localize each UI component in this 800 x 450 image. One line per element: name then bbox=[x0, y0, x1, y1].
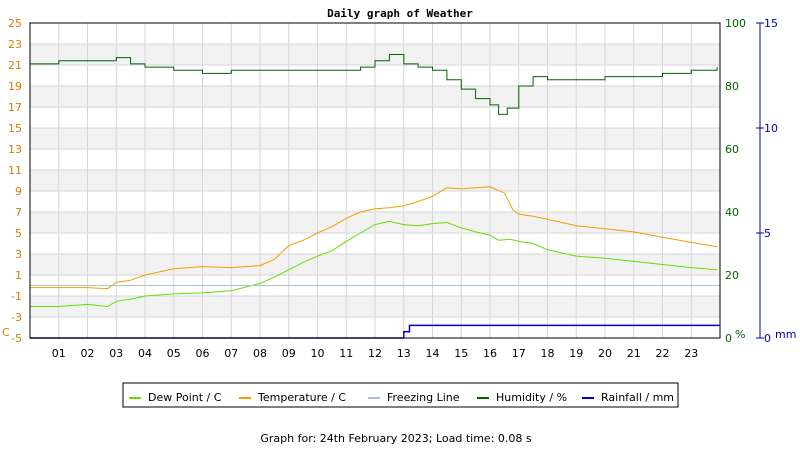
y-right-humidity-tick: 100 bbox=[725, 17, 746, 30]
y-right-humidity-tick: 80 bbox=[725, 80, 739, 93]
y-left-tick: 7 bbox=[15, 206, 22, 219]
legend-label: Dew Point / C bbox=[148, 391, 222, 404]
x-tick: 11 bbox=[339, 347, 353, 360]
y-right-humidity-tick: 20 bbox=[725, 269, 739, 282]
x-tick: 10 bbox=[311, 347, 325, 360]
y-axis-right-humidity: 0 20 40 60 80 100% bbox=[725, 17, 746, 345]
x-tick: 22 bbox=[656, 347, 670, 360]
x-tick: 08 bbox=[253, 347, 267, 360]
y-left-tick: 17 bbox=[8, 101, 22, 114]
y-axis-right-rain: 0 5 10 15 mm bbox=[756, 17, 796, 345]
x-tick: 18 bbox=[541, 347, 555, 360]
series-temperature-line bbox=[30, 186, 718, 290]
x-tick: 15 bbox=[454, 347, 468, 360]
y-right-rain-unit: mm bbox=[775, 328, 796, 341]
x-tick: 19 bbox=[569, 347, 583, 360]
x-tick: 05 bbox=[167, 347, 181, 360]
y-left-tick: 15 bbox=[8, 122, 22, 135]
x-tick: 12 bbox=[368, 347, 382, 360]
x-tick: 01 bbox=[52, 347, 66, 360]
x-tick: 07 bbox=[224, 347, 238, 360]
chart-title: Daily graph of Weather bbox=[327, 7, 473, 20]
y-left-tick: 5 bbox=[15, 227, 22, 240]
y-left-tick: 23 bbox=[8, 38, 22, 51]
y-right-humidity-tick: 60 bbox=[725, 143, 739, 156]
y-left-tick: 21 bbox=[8, 59, 22, 72]
x-tick: 17 bbox=[512, 347, 526, 360]
y-left-tick: 9 bbox=[15, 185, 22, 198]
legend-label: Freezing Line bbox=[387, 391, 460, 404]
y-left-tick: 3 bbox=[15, 248, 22, 261]
series-lines bbox=[30, 54, 720, 339]
y-left-tick: 13 bbox=[8, 143, 22, 156]
legend-box bbox=[122, 382, 679, 408]
y-right-humidity-tick: 0 bbox=[725, 332, 732, 345]
y-right-rain-tick: 0 bbox=[764, 332, 771, 345]
legend: Dew Point / C Temperature / C Freezing Lin… bbox=[122, 382, 679, 408]
chart-footer: Graph for: 24th February 2023; Load time… bbox=[260, 432, 532, 445]
x-axis: 01 02 03 04 05 06 07 08 09 10 11 12 13 14 15 16 17 18 19 20… bbox=[52, 347, 699, 360]
y-right-rain-tick: 10 bbox=[764, 122, 778, 135]
legend-label: Humidity / % bbox=[496, 391, 567, 404]
y-left-tick: 19 bbox=[8, 80, 22, 93]
x-tick: 23 bbox=[684, 347, 698, 360]
x-tick: 13 bbox=[397, 347, 411, 360]
x-tick: 14 bbox=[426, 347, 440, 360]
y-right-rain-tick: 15 bbox=[764, 17, 778, 30]
x-tick: 06 bbox=[196, 347, 210, 360]
plot-border bbox=[29, 22, 721, 339]
legend-label: Temperature / C bbox=[257, 391, 346, 404]
x-tick: 09 bbox=[282, 347, 296, 360]
x-tick: 16 bbox=[483, 347, 497, 360]
legend-label: Rainfall / mm bbox=[601, 391, 674, 404]
x-tick: 21 bbox=[627, 347, 641, 360]
y-right-humidity-unit: % bbox=[735, 328, 745, 341]
series-humidity-line bbox=[30, 54, 718, 115]
y-left-tick: -5 bbox=[11, 332, 22, 345]
y-left-tick: 25 bbox=[8, 17, 22, 30]
y-left-tick: 11 bbox=[8, 164, 22, 177]
y-left-tick: -1 bbox=[11, 290, 22, 303]
y-right-rain-tick: 5 bbox=[764, 227, 771, 240]
y-left-tick: 1 bbox=[15, 269, 22, 282]
x-tick: 20 bbox=[598, 347, 612, 360]
series-dew-line bbox=[30, 220, 718, 308]
x-tick: 04 bbox=[138, 347, 152, 360]
y-left-unit: C bbox=[2, 326, 10, 339]
x-tick: 03 bbox=[109, 347, 123, 360]
y-left-tick: -3 bbox=[11, 311, 22, 324]
x-tick: 02 bbox=[81, 347, 95, 360]
y-right-humidity-tick: 40 bbox=[725, 206, 739, 219]
